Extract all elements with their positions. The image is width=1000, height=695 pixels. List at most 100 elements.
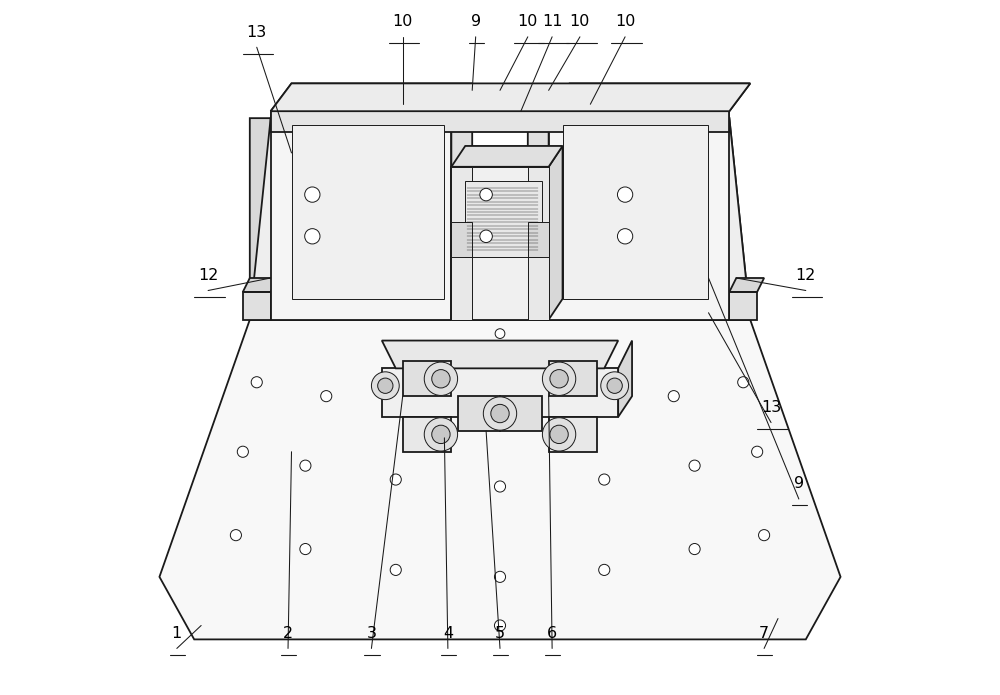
Polygon shape [549,146,563,320]
Text: 12: 12 [796,268,816,283]
Polygon shape [618,341,632,417]
Circle shape [689,460,700,471]
Circle shape [495,301,505,311]
Polygon shape [382,341,618,368]
Polygon shape [528,222,549,257]
Polygon shape [451,222,472,257]
Circle shape [669,287,679,297]
Text: 10: 10 [570,14,590,29]
Circle shape [579,301,588,311]
Circle shape [494,411,506,423]
Circle shape [759,530,770,541]
Circle shape [690,301,699,311]
Circle shape [390,564,401,575]
Polygon shape [243,278,278,292]
Polygon shape [159,320,841,639]
Circle shape [495,287,505,297]
Polygon shape [549,361,597,396]
Polygon shape [667,97,729,118]
Circle shape [483,397,517,430]
Circle shape [378,378,393,393]
Circle shape [251,377,262,388]
Polygon shape [458,396,500,431]
Circle shape [607,378,622,393]
Circle shape [617,229,633,244]
Circle shape [599,404,610,416]
Polygon shape [382,368,618,417]
Polygon shape [528,83,549,320]
Circle shape [432,370,450,388]
Circle shape [301,301,310,311]
Polygon shape [271,111,729,132]
Circle shape [237,446,248,457]
Polygon shape [708,118,750,320]
Circle shape [494,481,506,492]
Circle shape [432,425,450,443]
Polygon shape [500,396,542,431]
Circle shape [356,301,366,311]
Circle shape [668,391,679,402]
Circle shape [390,474,401,485]
Text: 13: 13 [247,24,267,40]
Polygon shape [563,125,708,299]
Circle shape [391,287,401,297]
Circle shape [305,229,320,244]
Text: 3: 3 [366,626,376,641]
Circle shape [752,446,763,457]
Circle shape [491,404,509,423]
Circle shape [550,370,568,388]
Circle shape [494,620,506,631]
Circle shape [424,362,458,395]
Circle shape [738,377,749,388]
Text: 10: 10 [518,14,538,29]
Circle shape [480,230,492,243]
Polygon shape [528,167,549,320]
Circle shape [617,187,633,202]
Circle shape [300,460,311,471]
Polygon shape [271,83,750,111]
Text: 4: 4 [443,626,453,641]
Circle shape [495,329,505,338]
Circle shape [599,474,610,485]
Polygon shape [243,292,271,320]
Circle shape [542,418,576,451]
Polygon shape [451,83,472,320]
Polygon shape [451,167,472,320]
Polygon shape [729,292,757,320]
Text: 5: 5 [495,626,505,641]
Circle shape [371,372,399,400]
Polygon shape [250,118,271,320]
Text: 9: 9 [794,476,804,491]
Polygon shape [403,361,451,396]
Polygon shape [549,417,597,452]
Circle shape [601,372,629,400]
Text: 10: 10 [393,14,413,29]
Text: 1: 1 [172,626,182,641]
Polygon shape [292,125,444,299]
Circle shape [390,404,401,416]
Polygon shape [250,278,750,320]
Text: 10: 10 [615,14,635,29]
Circle shape [689,543,700,555]
Circle shape [550,425,568,443]
Text: 12: 12 [198,268,218,283]
Text: 11: 11 [542,14,562,29]
Circle shape [321,287,331,297]
Polygon shape [549,111,729,320]
Circle shape [494,571,506,582]
Circle shape [634,301,644,311]
Circle shape [412,301,421,311]
Circle shape [424,418,458,451]
Circle shape [230,530,241,541]
Polygon shape [403,417,451,452]
Polygon shape [667,118,750,320]
Polygon shape [451,167,549,320]
Polygon shape [549,83,750,111]
Polygon shape [271,83,472,111]
Circle shape [305,187,320,202]
Polygon shape [729,278,764,292]
Circle shape [300,543,311,555]
Polygon shape [465,181,542,257]
Text: 7: 7 [759,626,769,641]
Circle shape [321,391,332,402]
